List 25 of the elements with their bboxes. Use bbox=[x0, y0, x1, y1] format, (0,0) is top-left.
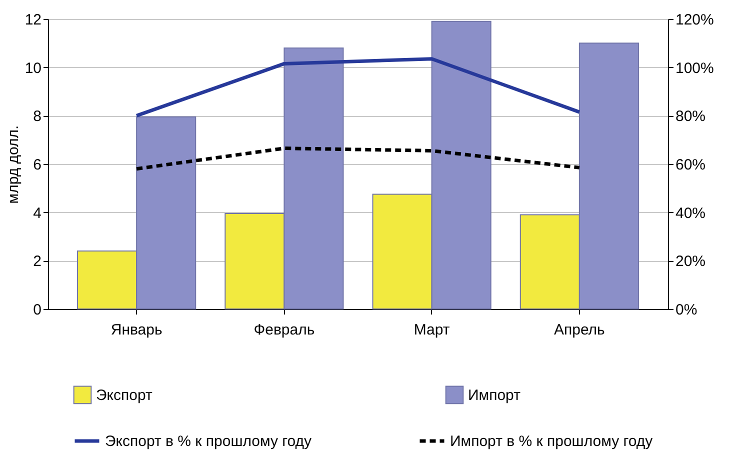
legend-label: Экспорт bbox=[96, 386, 152, 404]
y-axis-title: млрд долл. bbox=[4, 125, 22, 204]
y2-tick-label: 100% bbox=[676, 60, 714, 77]
y2-tick-label: 80% bbox=[676, 108, 706, 126]
y2-tick-label: 0% bbox=[676, 302, 698, 318]
line-series bbox=[134, 146, 582, 171]
y-tick-label: 0 bbox=[33, 302, 42, 318]
legend-label: Импорт bbox=[468, 386, 521, 404]
y-tick-label: 10 bbox=[24, 60, 42, 77]
legend-label: Экспорт в % к прошлому году bbox=[105, 433, 312, 450]
y2-tick-label: 60% bbox=[676, 156, 706, 174]
legend-label: Импорт в % к прошлому году bbox=[450, 433, 654, 450]
x-tick-label: Февраль bbox=[254, 322, 315, 338]
x-tick-label: Апрель bbox=[554, 322, 606, 338]
x-tick-label: Январь bbox=[110, 322, 162, 338]
y2-tick-label: 40% bbox=[676, 204, 706, 222]
y-tick-label: 6 bbox=[33, 156, 42, 174]
line-series bbox=[134, 57, 582, 118]
y-tick-label: 12 bbox=[24, 12, 42, 28]
y-tick-label: 2 bbox=[33, 253, 42, 270]
y-tick-label: 4 bbox=[33, 204, 42, 222]
y-tick-label: 8 bbox=[33, 108, 42, 126]
y2-tick-label: 120% bbox=[676, 12, 714, 28]
x-tick-label: Март bbox=[414, 322, 450, 338]
y2-tick-label: 20% bbox=[676, 253, 706, 270]
